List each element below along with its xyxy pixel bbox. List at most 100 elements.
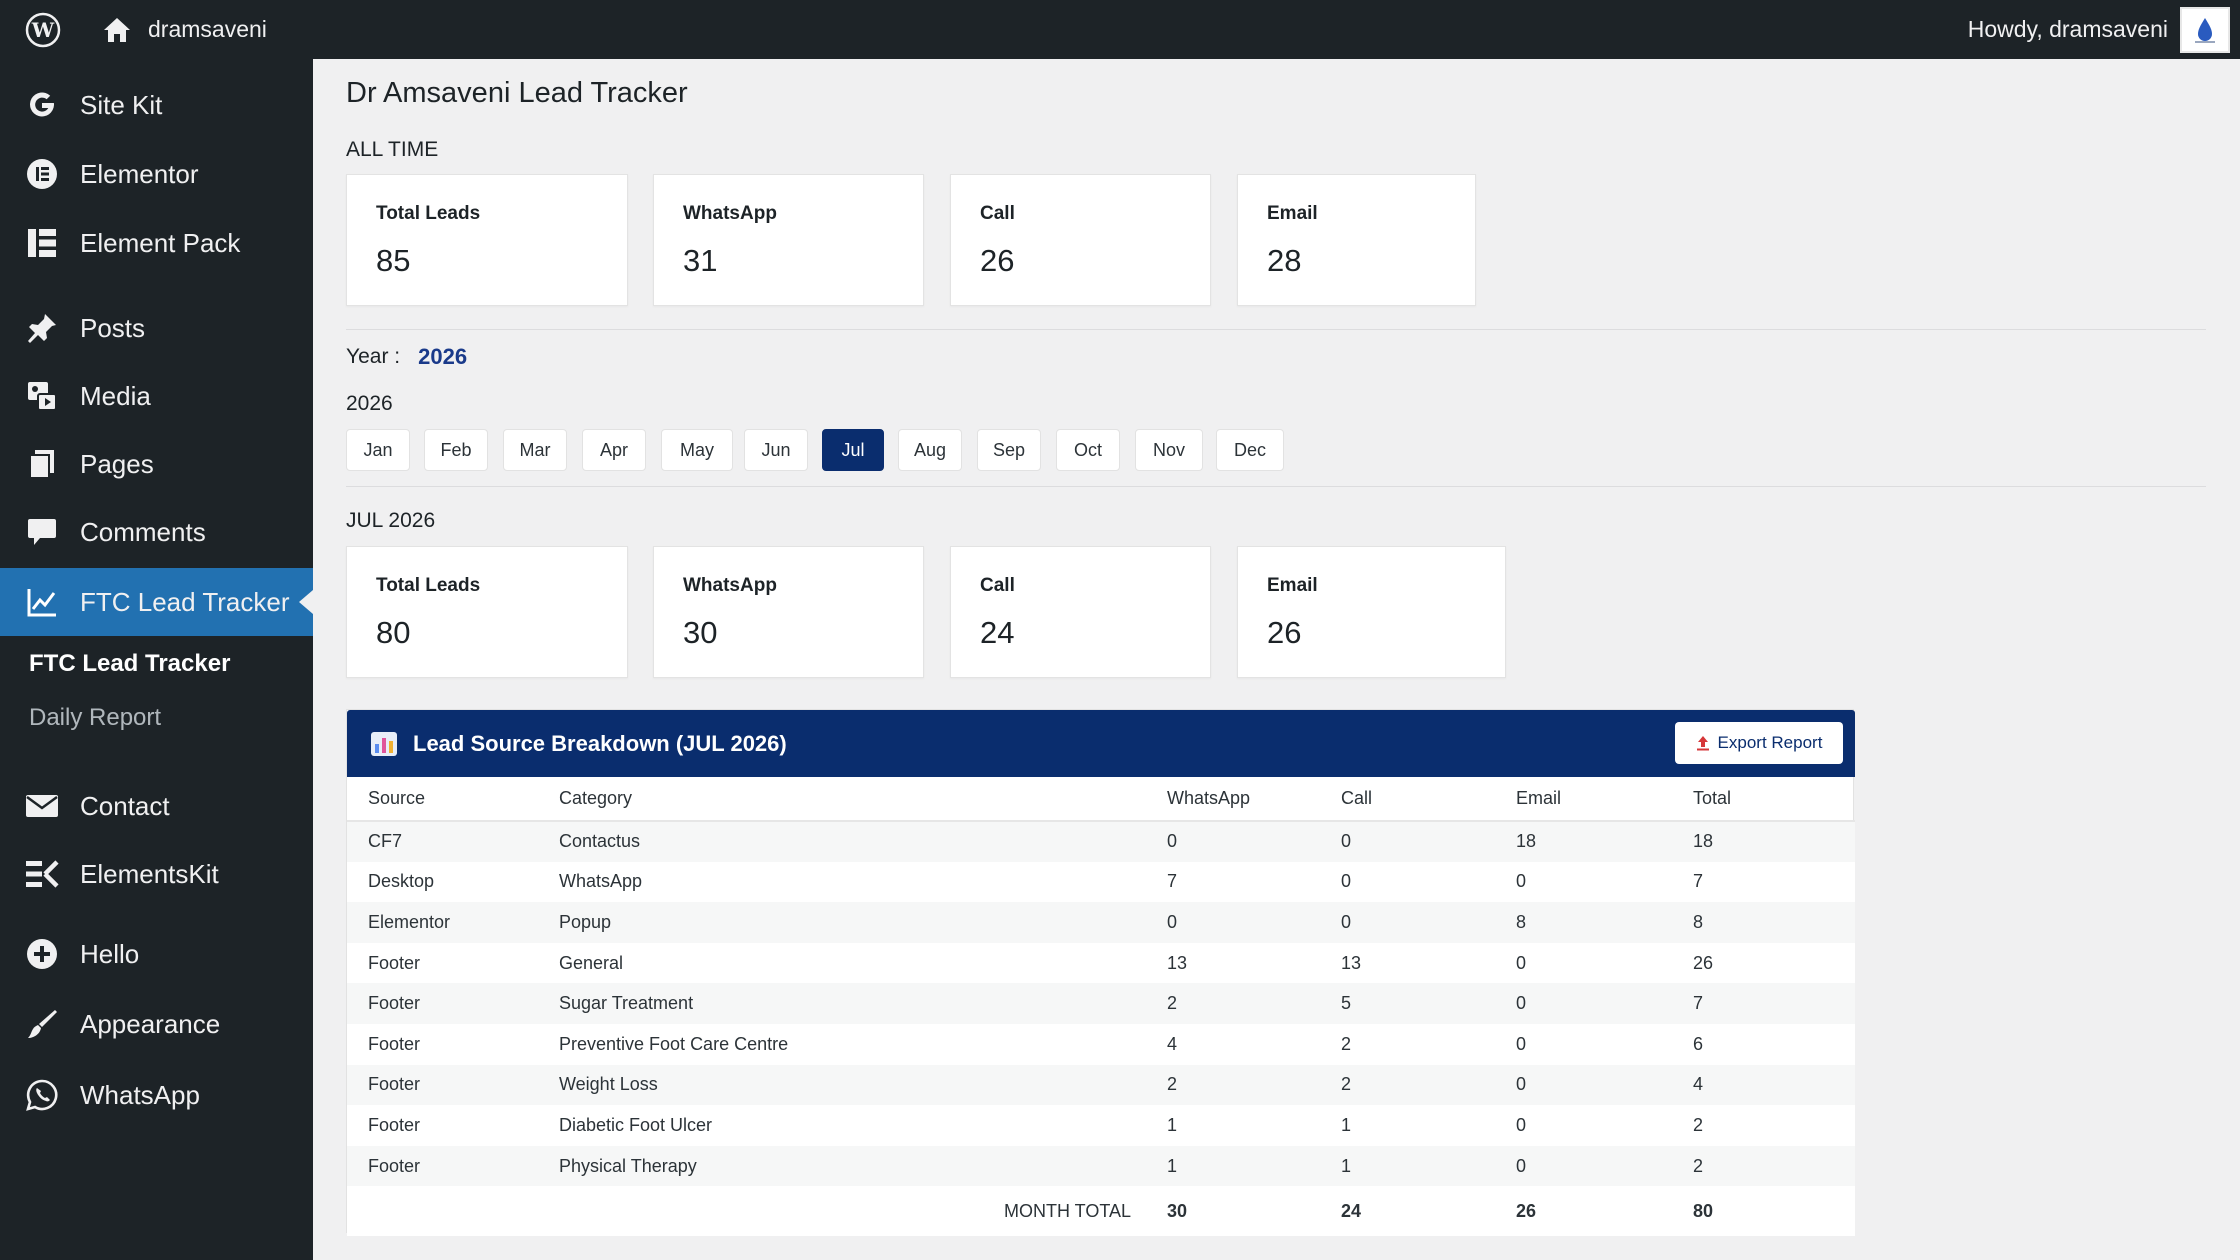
divider [346, 486, 2206, 487]
sidebar-item-label: Contact [80, 790, 170, 821]
column-header-email: Email [1516, 777, 1693, 822]
column-header-source: Source [347, 777, 559, 822]
month-button-jan[interactable]: Jan [346, 429, 410, 471]
sidebar-item-label: ElementsKit [80, 858, 219, 889]
month-button-feb[interactable]: Feb [424, 429, 488, 471]
account-menu[interactable]: Howdy, dramsaveni [1968, 6, 2230, 53]
cell-email: 18 [1516, 821, 1693, 862]
card-label: WhatsApp [683, 575, 777, 596]
sidebar-item-elementskit[interactable]: ElementsKit [0, 840, 313, 908]
month-button-jul[interactable]: Jul [822, 429, 884, 471]
sidebar-item-comments[interactable]: Comments [0, 498, 313, 566]
month-button-jun[interactable]: Jun [744, 429, 808, 471]
all-time-total-leads-card: Total Leads 85 [346, 174, 628, 306]
month-label: JUL 2026 [346, 509, 436, 532]
month-button-may[interactable]: May [661, 429, 733, 471]
sidebar-item-media[interactable]: Media [0, 362, 313, 430]
table-row: CF7 Contactus 0 0 18 18 [347, 821, 1855, 862]
cell-call: 5 [1341, 983, 1516, 1024]
month-total-leads-card: Total Leads 80 [346, 546, 628, 678]
cell-source: Footer [347, 942, 559, 984]
month-button-aug[interactable]: Aug [898, 429, 962, 471]
cell-source: Footer [347, 1023, 559, 1065]
sidebar-item-appearance[interactable]: Appearance [0, 990, 313, 1058]
cell-call: 1 [1341, 1105, 1516, 1146]
cell-whatsapp: 0 [1167, 821, 1341, 862]
card-label: Total Leads [376, 575, 481, 596]
cell-category: General [559, 942, 1167, 984]
sidebar-item-label: Hello [80, 938, 140, 969]
sidebar-item-label: WhatsApp [80, 1079, 200, 1110]
cell-total: 18 [1693, 821, 1855, 862]
submenu-item-ftc-lead-tracker[interactable]: FTC Lead Tracker [29, 650, 231, 677]
sidebar-item-site-kit[interactable]: Site Kit [0, 71, 313, 139]
sidebar-item-label: Appearance [80, 1008, 221, 1039]
export-report-button[interactable]: Export Report [1675, 722, 1843, 764]
card-value: 28 [1267, 243, 1302, 278]
total-whatsapp: 30 [1167, 1186, 1341, 1237]
table-row: Footer Diabetic Foot Ulcer 1 1 0 2 [347, 1105, 1855, 1146]
cell-call: 2 [1341, 1064, 1516, 1106]
sidebar-item-elementor[interactable]: Elementor [0, 140, 313, 208]
site-name-link[interactable]: dramsaveni [102, 16, 267, 44]
sidebar-item-label: FTC Lead Tracker [80, 586, 290, 617]
cell-source: Footer [347, 1105, 559, 1146]
cell-category: Preventive Foot Care Centre [559, 1023, 1167, 1065]
sidebar-item-posts[interactable]: Posts [0, 294, 313, 362]
month-total-row: MONTH TOTAL 30 24 26 80 [347, 1186, 1855, 1237]
cell-category: Physical Therapy [559, 1145, 1167, 1187]
month-button-dec[interactable]: Dec [1216, 429, 1284, 471]
cell-whatsapp: 7 [1167, 861, 1341, 903]
cell-category: WhatsApp [559, 861, 1167, 903]
cell-call: 0 [1341, 821, 1516, 862]
sidebar-item-element-pack[interactable]: Element Pack [0, 209, 313, 277]
month-button-sep[interactable]: Sep [977, 429, 1041, 471]
month-button-apr[interactable]: Apr [582, 429, 646, 471]
lead-source-breakdown-panel: Lead Source Breakdown (JUL 2026) Export … [346, 709, 1855, 1237]
breakdown-table: Source Category WhatsApp Call Email Tota… [347, 777, 1855, 1237]
cell-source: Footer [347, 983, 559, 1024]
month-button-nov[interactable]: Nov [1135, 429, 1203, 471]
cell-email: 0 [1516, 942, 1693, 984]
cell-category: Sugar Treatment [559, 983, 1167, 1024]
sidebar-item-pages[interactable]: Pages [0, 430, 313, 498]
sidebar-item-label: Elementor [80, 158, 199, 189]
wordpress-logo-icon[interactable]: W [13, 0, 72, 59]
sidebar-item-label: Posts [80, 312, 146, 343]
envelope-icon [24, 788, 60, 824]
whatsapp-icon [24, 1077, 60, 1113]
comment-bubble-icon [24, 514, 60, 550]
cell-category: Diabetic Foot Ulcer [559, 1105, 1167, 1146]
total-total: 80 [1693, 1186, 1855, 1237]
sidebar-item-hello[interactable]: Hello [0, 920, 313, 988]
sidebar-item-ftc-lead-tracker[interactable]: FTC Lead Tracker [0, 568, 313, 636]
month-total-label: MONTH TOTAL [347, 1186, 1167, 1237]
table-row: Elementor Popup 0 0 8 8 [347, 902, 1855, 943]
cell-total: 2 [1693, 1105, 1855, 1146]
sidebar-item-whatsapp[interactable]: WhatsApp [0, 1061, 313, 1129]
card-value: 31 [683, 243, 718, 278]
column-header-whatsapp: WhatsApp [1167, 777, 1341, 822]
month-button-oct[interactable]: Oct [1056, 429, 1120, 471]
card-label: WhatsApp [683, 203, 777, 224]
cell-source: CF7 [347, 821, 559, 862]
month-call-card: Call 24 [950, 546, 1211, 678]
total-call: 24 [1341, 1186, 1516, 1237]
month-button-mar[interactable]: Mar [503, 429, 567, 471]
cell-email: 0 [1516, 1064, 1693, 1106]
paintbrush-icon [24, 1006, 60, 1042]
year-value-link[interactable]: 2026 [418, 344, 468, 369]
card-label: Total Leads [376, 203, 481, 224]
avatar[interactable] [2180, 6, 2230, 53]
sidebar-item-contact[interactable]: Contact [0, 772, 313, 840]
cell-whatsapp: 0 [1167, 902, 1341, 943]
card-value: 24 [980, 615, 1015, 650]
sidebar-item-label: Media [80, 380, 151, 411]
cell-total: 7 [1693, 983, 1855, 1024]
cell-whatsapp: 2 [1167, 1064, 1341, 1106]
column-header-call: Call [1341, 777, 1516, 822]
chart-line-icon [24, 584, 60, 620]
admin-bar: W dramsaveni Howdy, dramsaveni [0, 0, 2240, 59]
submenu-item-daily-report[interactable]: Daily Report [29, 704, 162, 731]
cell-total: 8 [1693, 902, 1855, 943]
